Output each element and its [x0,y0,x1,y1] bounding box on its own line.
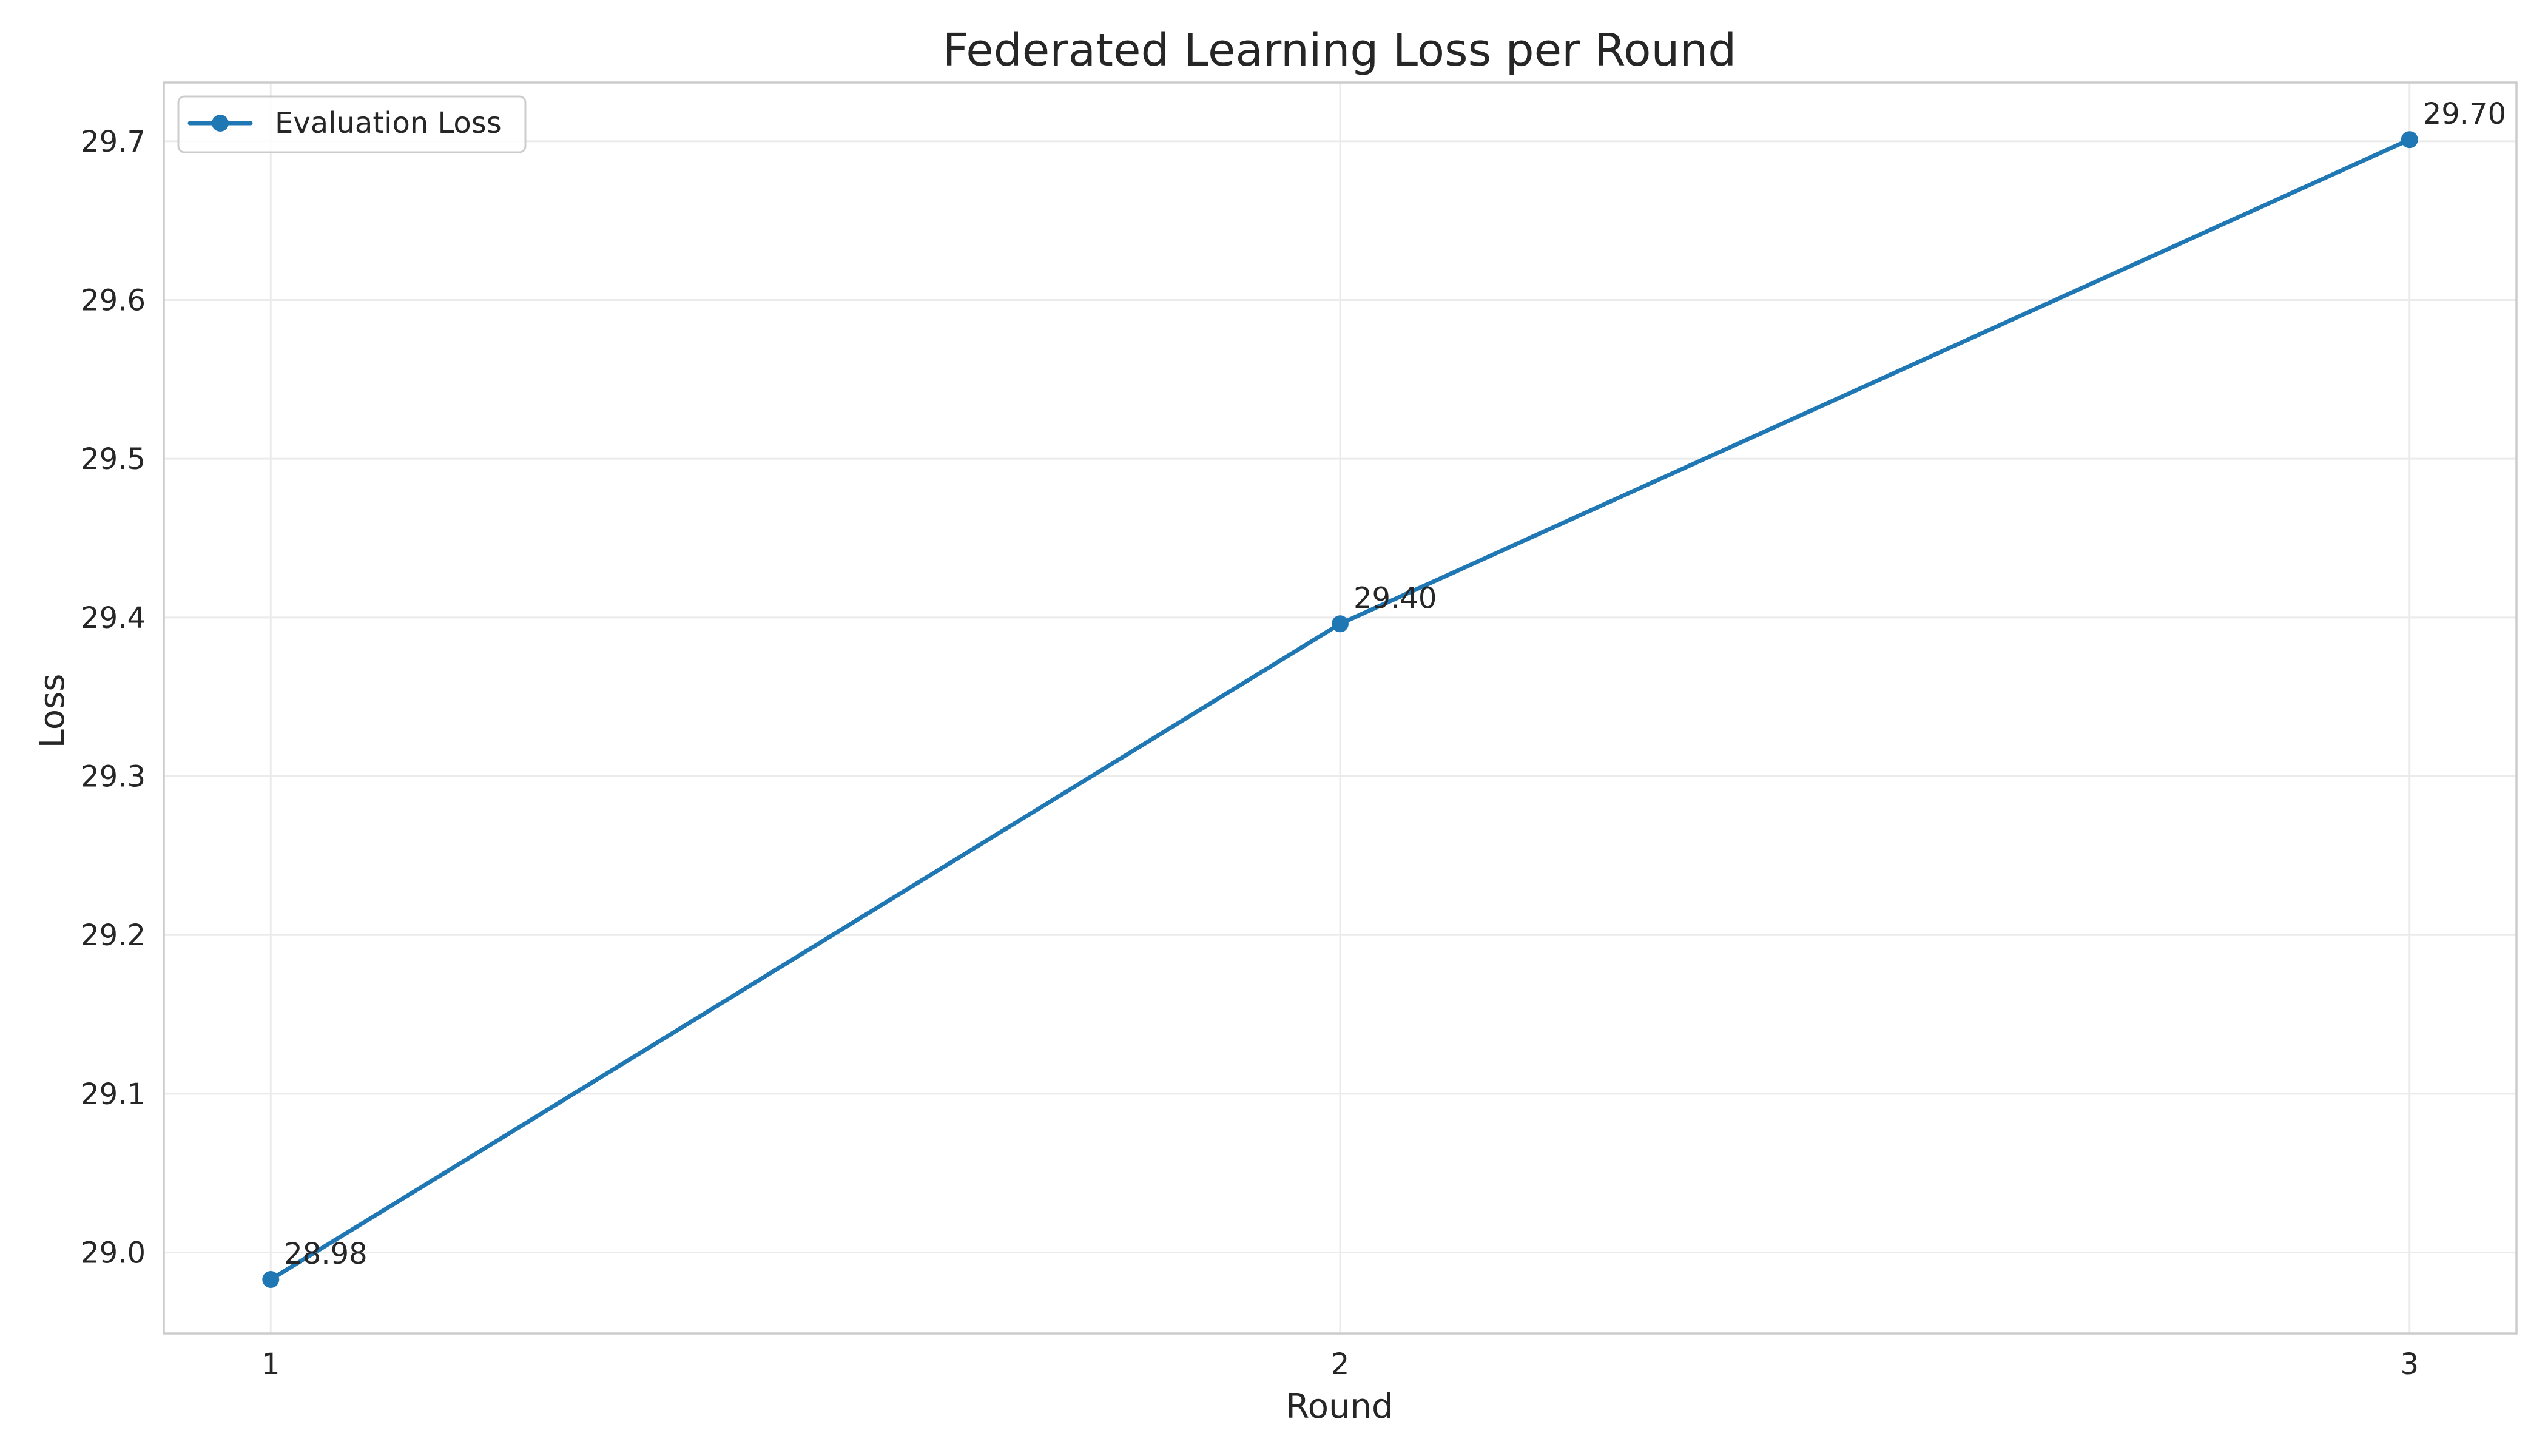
legend-marker [212,115,229,132]
chart-title: Federated Learning Loss per Round [943,24,1737,76]
tick-labels: 1 2 3 29.0 29.1 29.2 29.3 29.4 29.5 29.6 29.7 [81,125,2419,1381]
data-label: 28.98 [284,1237,367,1271]
y-tick-label: 29.7 [81,125,146,159]
plot-frame [163,81,2518,1335]
x-axis-label: Round [1286,1387,1393,1426]
legend-box [177,95,527,153]
x-tick-label: 3 [2400,1347,2419,1381]
y-tick-label: 29.6 [81,283,146,317]
data-point [262,1271,280,1289]
data-label: 29.40 [1353,581,1437,615]
y-tick-label: 29.5 [81,442,146,476]
x-tick-label: 1 [261,1347,280,1381]
data-label: 29.70 [2423,97,2506,131]
y-tick-label: 29.1 [81,1077,146,1111]
y-tick-label: 29.4 [81,601,146,635]
y-axis-label: Loss [33,674,72,749]
legend: Evaluation Loss [177,95,527,153]
x-tick-label: 2 [1331,1347,1350,1381]
grid [164,83,2516,1333]
y-tick-label: 29.0 [81,1236,146,1270]
y-tick-label: 29.3 [81,760,146,794]
y-tick-label: 29.2 [81,918,146,952]
series-layer: 28.98 29.40 29.70 [262,97,2506,1289]
legend-label: Evaluation Loss [275,106,502,140]
data-point [1332,615,1349,633]
data-point [2401,131,2418,149]
